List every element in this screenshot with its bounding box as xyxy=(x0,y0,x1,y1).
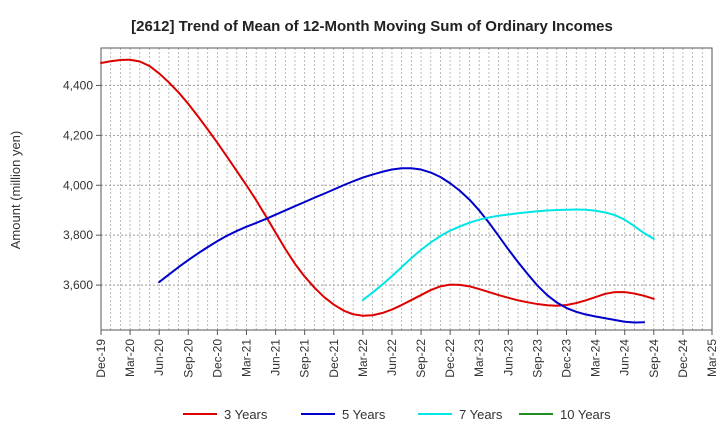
x-tick-label: Sep-21 xyxy=(298,339,312,378)
legend: 3 Years 5 Years 7 Years 10 Years xyxy=(183,407,611,422)
x-tick-label: Jun-20 xyxy=(152,339,166,376)
x-tick-label: Dec-22 xyxy=(443,339,457,378)
x-tick-label: Mar-25 xyxy=(705,339,719,377)
plot-area-frame xyxy=(100,47,713,331)
series-line-5-years xyxy=(158,167,646,324)
legend-label-10-years: 10 Years xyxy=(560,407,611,422)
y-tick-label: 4,000 xyxy=(63,178,93,192)
x-tick-label: Dec-21 xyxy=(327,339,341,378)
y-axis-ticks: 3,600 3,800 4,000 4,200 4,400 xyxy=(63,78,101,292)
chart-title: [2612] Trend of Mean of 12-Month Moving … xyxy=(131,18,613,35)
y-tick-label: 3,600 xyxy=(63,278,93,292)
x-tick-label: Jun-24 xyxy=(618,339,632,376)
legend-label-5-years: 5 Years xyxy=(342,407,386,422)
grid-lines xyxy=(101,48,712,330)
series-lines xyxy=(100,58,655,324)
x-tick-label: Jun-23 xyxy=(501,339,515,376)
x-tick-label: Mar-24 xyxy=(589,339,603,377)
x-tick-label: Sep-20 xyxy=(181,339,195,378)
y-tick-label: 4,400 xyxy=(63,78,93,92)
x-tick-label: Mar-20 xyxy=(123,339,137,377)
x-tick-label: Sep-24 xyxy=(647,339,661,378)
x-tick-label: Mar-22 xyxy=(356,339,370,377)
x-tick-label: Dec-24 xyxy=(676,339,690,378)
y-tick-label: 3,800 xyxy=(63,228,93,242)
legend-label-7-years: 7 Years xyxy=(459,407,503,422)
x-tick-label: Mar-21 xyxy=(239,339,253,377)
x-tick-label: Dec-23 xyxy=(560,339,574,378)
x-tick-label: Mar-23 xyxy=(472,339,486,377)
x-tick-label: Jun-22 xyxy=(385,339,399,376)
x-axis-ticks: Dec-19 Mar-20 Jun-20 Sep-20 Dec-20 Mar-21 Jun-… xyxy=(94,330,719,378)
x-tick-label: Jun-21 xyxy=(269,339,283,376)
x-tick-label: Dec-20 xyxy=(210,339,224,378)
x-tick-label: Sep-22 xyxy=(414,339,428,378)
x-tick-label: Dec-19 xyxy=(94,339,108,378)
y-tick-label: 4,200 xyxy=(63,128,93,142)
legend-label-3-years: 3 Years xyxy=(224,407,268,422)
x-tick-label: Sep-23 xyxy=(530,339,544,378)
y-axis-label: Amount (million yen) xyxy=(8,131,23,250)
series-line-3-years xyxy=(100,58,655,317)
series-line-7-years xyxy=(361,208,655,302)
